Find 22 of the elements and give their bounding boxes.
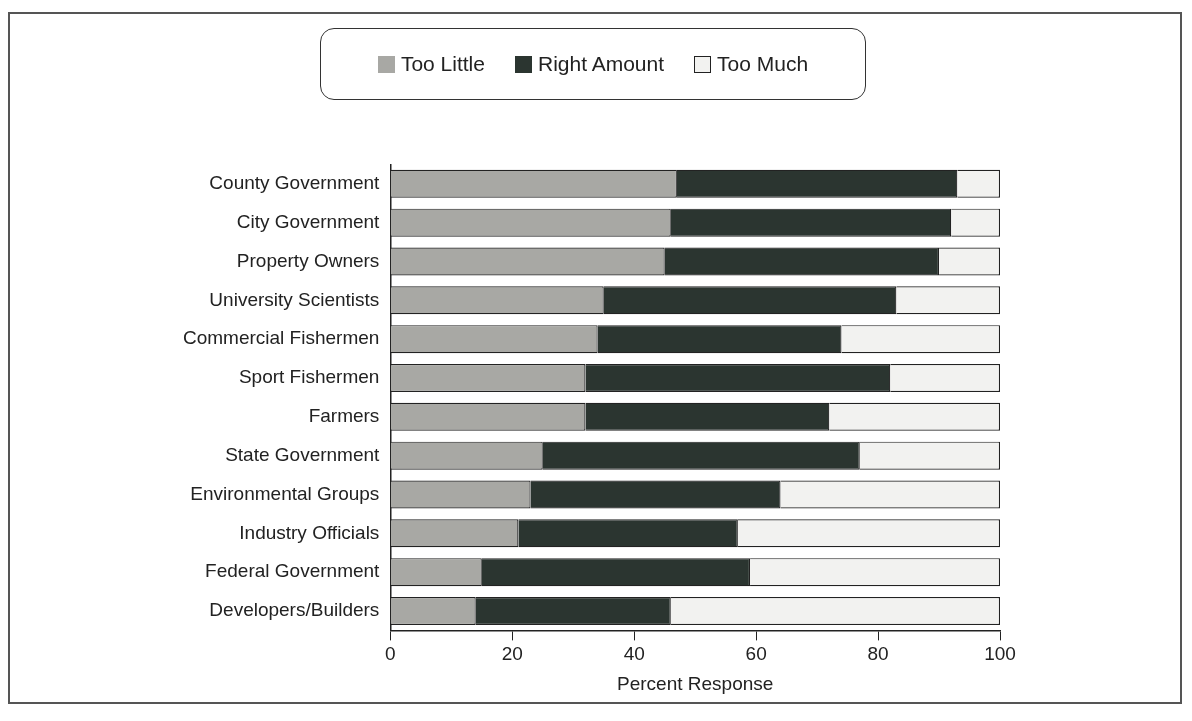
y-tick-label: Federal Government [205,560,381,582]
legend-label: Too Little [400,52,485,76]
y-tick-label: County Government [209,172,381,194]
legend-label: Too Much [717,52,809,76]
x-tick-label: 20 [501,643,523,665]
y-tick-label: City Government [236,210,381,232]
x-tick-label: 40 [623,643,645,665]
x-tick-label: 60 [745,643,767,665]
y-tick-label: Commercial Fishermen [183,327,380,349]
y-tick-label: Property Owners [236,249,380,271]
y-tick-label: University Scientists [209,288,380,310]
x-tick-label: 80 [867,643,889,665]
y-tick-label: Industry Officials [239,521,380,543]
x-tick-label: 0 [385,643,396,665]
y-tick-label: State Government [225,443,381,465]
legend-label: Right Amount [537,52,665,76]
y-tick-label: Environmental Groups [190,482,380,504]
x-axis-title: Percent Response [617,672,774,694]
y-tick-label: Farmers [308,405,380,427]
y-tick-label: Sport Fishermen [238,366,380,388]
x-tick-label: 100 [984,643,1016,665]
y-tick-label: Developers/Builders [209,599,380,621]
